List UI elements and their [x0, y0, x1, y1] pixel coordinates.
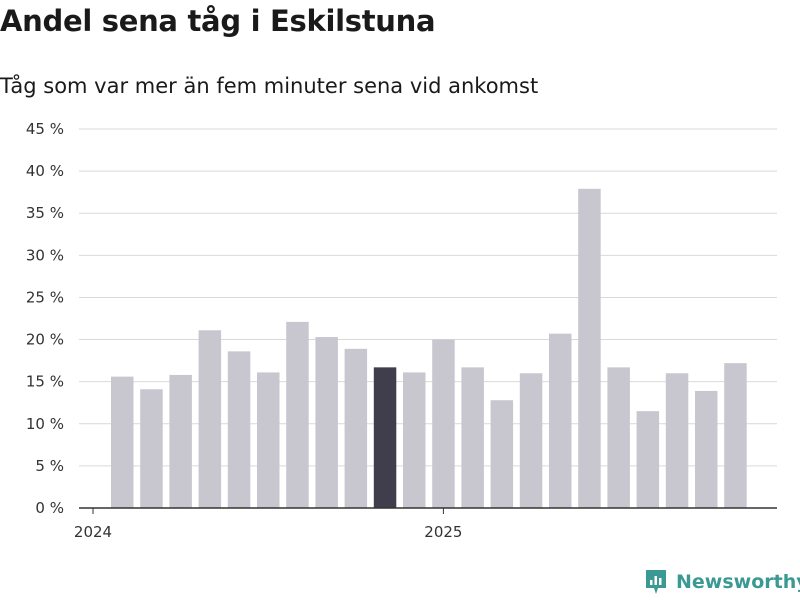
bar — [578, 188, 601, 508]
bar — [344, 348, 368, 508]
y-tick-label: 30 % — [26, 246, 64, 264]
y-tick-label: 20 % — [26, 331, 64, 349]
bar — [198, 330, 222, 508]
y-tick-label: 35 % — [26, 204, 64, 222]
bar — [519, 373, 543, 508]
bar — [169, 374, 192, 508]
bar — [373, 367, 397, 508]
brand-name: Newsworthy — [676, 571, 800, 593]
bar — [403, 372, 426, 508]
chart-subtitle: Tåg som var mer än fem minuter sena vid … — [0, 74, 539, 98]
y-tick-label: 45 % — [26, 120, 64, 138]
y-tick-label: 10 % — [26, 415, 64, 433]
y-tick-label: 40 % — [26, 162, 64, 180]
bar — [549, 333, 572, 508]
bar — [315, 337, 338, 508]
bar — [286, 321, 309, 508]
bar — [227, 351, 251, 508]
bar — [490, 400, 514, 508]
y-tick-label: 5 % — [35, 457, 64, 475]
bar — [695, 390, 718, 508]
bar — [665, 373, 689, 508]
y-tick-label: 25 % — [26, 288, 64, 306]
bar — [724, 363, 747, 508]
y-tick-label: 15 % — [26, 373, 64, 391]
x-tick-label: 2024 — [74, 523, 112, 541]
bar — [432, 339, 455, 508]
y-tick-label: 0 % — [35, 499, 64, 517]
newsworthy-logo: Newsworthy — [644, 568, 800, 596]
bar — [111, 376, 134, 508]
bar-chart: 0 % 5 % 10 % 15 % 20 % 25 % 30 % 35 % 40 % 45 % 20… — [26, 120, 777, 541]
bar — [461, 367, 484, 508]
newsworthy-icon — [646, 570, 666, 594]
x-tick-label: 2025 — [424, 523, 462, 541]
bar — [607, 367, 630, 508]
bar — [257, 372, 280, 508]
bar — [636, 411, 660, 508]
bar — [140, 389, 163, 508]
chart-title: Andel sena tåg i Eskilstuna — [0, 4, 436, 38]
